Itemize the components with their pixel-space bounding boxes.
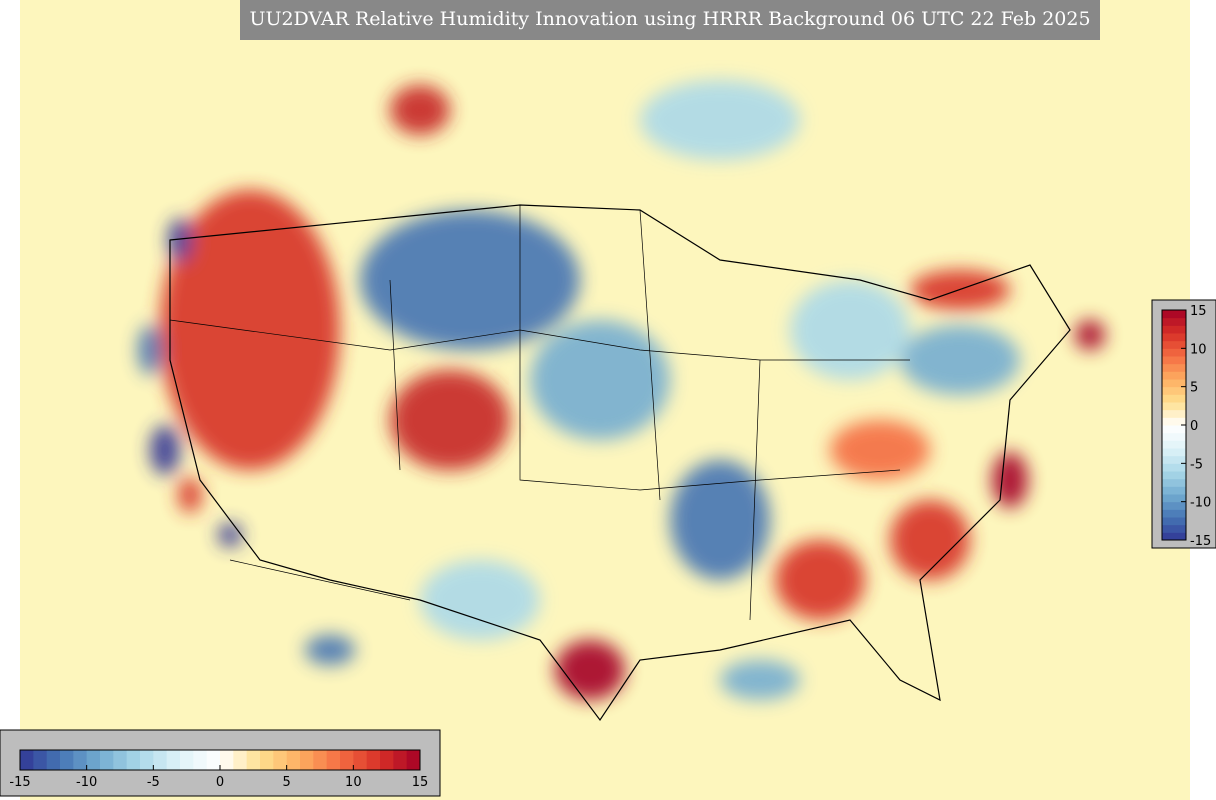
colorbar-segment — [1162, 532, 1186, 541]
tick-label: -15 — [1190, 534, 1211, 549]
field-blobs — [138, 80, 1105, 700]
colorbar-segment — [1162, 379, 1186, 388]
colorbar-segment — [1162, 317, 1186, 326]
colorbar-segment — [1162, 356, 1186, 365]
colorbar-segment — [1162, 494, 1186, 503]
colorbar-segment — [1162, 486, 1186, 495]
tick-label: -10 — [76, 775, 97, 790]
tick-label: -5 — [1190, 457, 1203, 472]
colorbar-segment — [1162, 409, 1186, 418]
colorbar-segment — [380, 750, 394, 770]
colorbar-segment — [1162, 478, 1186, 487]
colorbar-segment — [180, 750, 194, 770]
colorbar-segment — [20, 750, 34, 770]
colorbar-segment — [1162, 371, 1186, 380]
colorbar-segment — [393, 750, 408, 770]
colorbar-segment — [1162, 310, 1186, 319]
colorbar-segment — [73, 750, 88, 770]
coastline — [169, 204, 1071, 722]
colorbar-segment — [1162, 524, 1186, 533]
colorbar-segment — [166, 750, 181, 770]
colorbar-segment — [1162, 463, 1186, 472]
colorbar-segment — [60, 750, 74, 770]
colorbar-segment — [33, 750, 48, 770]
colorbar-segment — [326, 750, 341, 770]
colorbar-segment — [1162, 325, 1186, 334]
colorbar-segment — [1162, 417, 1186, 426]
tick-label: 10 — [1190, 342, 1207, 357]
tick-label: 0 — [216, 775, 224, 790]
colorbar-segment — [1162, 348, 1186, 357]
colorbar-segment — [366, 750, 381, 770]
map-title: UU2DVAR Relative Humidity Innovation usi… — [249, 8, 1090, 30]
colorbar-segment — [140, 750, 154, 770]
colorbar-segment — [353, 750, 368, 770]
tick-label: 5 — [283, 775, 291, 790]
colorbar-segment — [313, 750, 328, 770]
map-panel — [20, 0, 1190, 800]
colorbar-segment — [100, 750, 114, 770]
colorbar-segment — [1162, 386, 1186, 395]
tick-label: 15 — [412, 775, 429, 790]
tick-label: -15 — [9, 775, 30, 790]
colorbar-segment — [1162, 509, 1186, 518]
tick-label: 10 — [345, 775, 362, 790]
colorbar-segment — [1162, 333, 1186, 342]
colorbar-segment — [406, 750, 421, 770]
colorbar-segment — [260, 750, 274, 770]
colorbar-segment — [153, 750, 168, 770]
colorbar-segment — [1162, 394, 1186, 403]
colorbar-segment — [1162, 448, 1186, 457]
colorbar-segment — [273, 750, 288, 770]
borders — [169, 205, 910, 621]
colorbar-segment — [1162, 501, 1186, 510]
colorbar-segment — [1162, 425, 1186, 434]
tick-label: -5 — [147, 775, 160, 790]
colorbar-segment — [86, 750, 101, 770]
colorbar-segment — [233, 750, 248, 770]
colorbar-segment — [1162, 340, 1186, 349]
tick-label: -10 — [1190, 496, 1211, 511]
colorbar-segment — [1162, 440, 1186, 449]
tick-label: 0 — [1190, 419, 1198, 434]
tick-label: 5 — [1190, 381, 1198, 396]
colorbar-segment — [1162, 363, 1186, 372]
tick-label: 15 — [1190, 304, 1207, 319]
colorbar-segment — [1162, 455, 1186, 464]
colorbar-segment — [286, 750, 301, 770]
colorbar-segment — [1162, 402, 1186, 411]
colorbar-segment — [1162, 432, 1186, 441]
colorbar-segment — [46, 750, 61, 770]
colorbar-segment — [246, 750, 261, 770]
colorbar-segment — [126, 750, 141, 770]
colorbar-segment — [113, 750, 128, 770]
colorbar-segment — [1162, 471, 1186, 480]
colorbar-segment — [1162, 517, 1186, 526]
colorbar-segment — [300, 750, 314, 770]
colorbar-segment — [206, 750, 221, 770]
title-box — [240, 0, 1100, 40]
colorbar-segment — [193, 750, 208, 770]
colorbar-segment — [340, 750, 354, 770]
colorbar-segment — [220, 750, 234, 770]
